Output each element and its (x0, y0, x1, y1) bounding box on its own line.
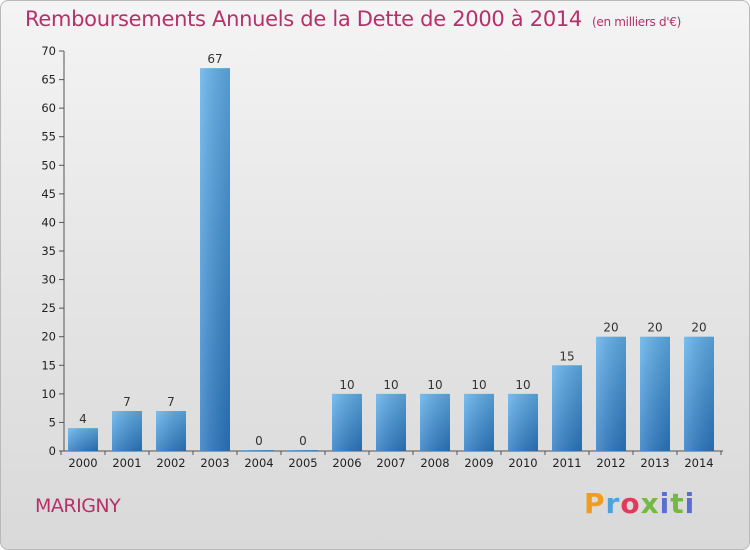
y-tick-label: 55 (41, 130, 56, 144)
x-tick-label: 2000 (68, 456, 97, 470)
y-tick-label: 5 (49, 415, 56, 429)
x-tick-label: 2006 (332, 456, 361, 470)
y-tick-label: 50 (41, 158, 56, 172)
bar-shade-2010 (508, 393, 538, 451)
value-label-2002: 7 (167, 395, 175, 409)
value-label-2004: 0 (255, 434, 263, 448)
chart-title: Remboursements Annuels de la Dette de 20… (25, 7, 681, 31)
x-tick-label: 2011 (552, 456, 581, 470)
y-tick-label: 15 (41, 358, 56, 372)
x-tick-label: 2005 (288, 456, 317, 470)
x-tick-label: 2007 (376, 456, 405, 470)
value-label-2007: 10 (383, 378, 398, 392)
x-tick-label: 2002 (156, 456, 185, 470)
x-tick-label: 2008 (420, 456, 449, 470)
y-tick-label: 25 (41, 301, 56, 315)
proxiti-logo: Proxiti (584, 487, 696, 520)
y-tick-label: 30 (41, 273, 56, 287)
bar-shade-2000 (68, 428, 98, 451)
chart-unit-subtitle: (en milliers d'€) (592, 15, 682, 29)
x-tick-label: 2013 (640, 456, 669, 470)
bar-shade-2014 (684, 336, 714, 451)
value-label-2012: 20 (603, 321, 618, 335)
value-label-2008: 10 (427, 378, 442, 392)
value-labels: 4 7 7 67 0 0 10 10 10 10 10 15 20 20 20 (79, 52, 706, 448)
bars (68, 68, 714, 452)
bar-shade-2005 (288, 450, 318, 451)
bar-shade-2009 (464, 393, 494, 451)
bar-shade-2011 (552, 365, 582, 451)
y-tick-label: 70 (41, 44, 56, 58)
x-tick-label: 2010 (508, 456, 537, 470)
x-tick-label: 2001 (112, 456, 141, 470)
value-label-2003: 67 (207, 52, 222, 66)
x-tick-label: 2012 (596, 456, 625, 470)
value-label-2014: 20 (691, 321, 706, 335)
place-label: MARIGNY (35, 495, 121, 517)
bar-shade-2001 (112, 411, 142, 451)
y-tick-label: 65 (41, 73, 56, 87)
bar-shade-2008 (420, 393, 450, 451)
value-label-2005: 0 (299, 434, 307, 448)
bar-shade-2003 (200, 68, 230, 452)
y-tick-label: 35 (41, 244, 56, 258)
y-tick-label: 10 (41, 387, 56, 401)
y-tick-label: 60 (41, 101, 56, 115)
x-tick-label: 2014 (684, 456, 713, 470)
bar-shade-2004 (244, 450, 274, 451)
value-label-2013: 20 (647, 321, 662, 335)
value-label-2010: 10 (515, 378, 530, 392)
x-tick-label: 2004 (244, 456, 273, 470)
y-tick-label: 45 (41, 187, 56, 201)
value-label-2009: 10 (471, 378, 486, 392)
value-label-2000: 4 (79, 412, 87, 426)
y-tick-label: 20 (41, 330, 56, 344)
y-tick-label: 40 (41, 215, 56, 229)
bar-shade-2002 (156, 411, 186, 451)
y-tick-label: 0 (49, 444, 56, 458)
x-tick-label: 2009 (464, 456, 493, 470)
bar-shade-2007 (376, 393, 406, 451)
bar-shade-2013 (640, 336, 670, 451)
bar-shade-2012 (596, 336, 626, 451)
value-label-2001: 7 (123, 395, 131, 409)
value-label-2011: 15 (559, 349, 574, 363)
x-tick-label: 2003 (200, 456, 229, 470)
bar-shade-2006 (332, 393, 362, 451)
value-label-2006: 10 (339, 378, 354, 392)
chart-title-text: Remboursements Annuels de la Dette de 20… (25, 7, 582, 31)
